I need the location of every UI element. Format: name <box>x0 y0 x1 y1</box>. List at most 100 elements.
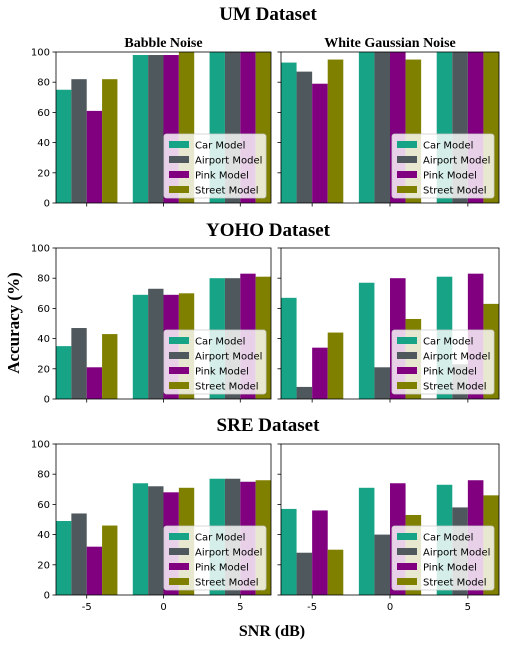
panel-title: Babble Noise <box>124 36 202 51</box>
bar-street-model <box>102 79 118 203</box>
y-tick-label: 20 <box>37 364 50 375</box>
legend-swatch <box>169 548 189 555</box>
bar-airport-model <box>296 71 313 203</box>
legend-swatch <box>169 578 189 585</box>
legend-swatch <box>169 563 189 570</box>
x-tick-label: 5 <box>237 602 243 613</box>
subplot: White Gaussian Noise Car Model Airport Mod… <box>277 36 500 207</box>
bar-airport-model <box>148 55 164 203</box>
legend-swatch <box>397 578 417 585</box>
legend-swatch <box>169 156 189 163</box>
legend-swatch <box>397 156 417 163</box>
bar-pink-model <box>312 510 328 595</box>
legend-box <box>391 133 495 199</box>
bar-car-model <box>358 52 375 203</box>
legend-swatch <box>169 367 189 374</box>
legend-label: Airport Model <box>195 548 262 559</box>
legend-label: Pink Model <box>423 367 477 378</box>
y-tick-label: 100 <box>31 440 50 451</box>
y-axis-label: Accuracy (%) <box>4 272 23 374</box>
legend-label: Airport Model <box>423 548 490 559</box>
y-tick-label: 0 <box>44 395 50 406</box>
legend-label: Pink Model <box>195 367 249 378</box>
subplot: 0 20 40 60 80 100 -5 0 5 Car Model Airport Model Pi… <box>31 440 272 613</box>
y-tick-label: 20 <box>37 560 50 571</box>
bar-airport-model <box>374 534 390 595</box>
bar-airport-model <box>71 79 87 203</box>
bar-street-model <box>327 59 344 203</box>
legend-label: Street Model <box>423 382 487 393</box>
bar-car-model <box>358 282 375 399</box>
legend-label: Pink Model <box>195 563 249 574</box>
legend-swatch <box>169 352 189 359</box>
x-tick-label: 0 <box>160 602 166 613</box>
legend-swatch <box>169 337 189 344</box>
legend-label: Airport Model <box>195 352 262 363</box>
y-tick-label: 40 <box>37 138 50 149</box>
legend-label: Airport Model <box>423 156 490 167</box>
bar-car-model <box>132 55 149 203</box>
bar-airport-model <box>148 288 164 399</box>
legend-label: Pink Model <box>423 171 477 182</box>
bar-airport-model <box>148 486 164 595</box>
x-tick-label: 5 <box>465 602 471 613</box>
bar-car-model <box>358 487 375 595</box>
legend-swatch <box>397 533 417 540</box>
legend-label: Car Model <box>195 337 245 348</box>
subplot: Car Model Airport Model Pink Model Street M… <box>277 247 500 403</box>
x-tick-label: 0 <box>387 602 393 613</box>
bar-airport-model <box>71 328 87 399</box>
legend-label: Street Model <box>195 382 259 393</box>
bar-pink-model <box>86 110 103 203</box>
legend-label: Car Model <box>195 533 245 544</box>
legend: Car Model Airport Model Pink Model Street M… <box>391 525 495 591</box>
bar-airport-model <box>374 367 390 399</box>
bar-airport-model <box>71 513 87 595</box>
legend-swatch <box>169 141 189 148</box>
legend-box <box>391 525 495 591</box>
legend-label: Street Model <box>195 578 259 589</box>
legend-box <box>391 329 495 395</box>
legend-swatch <box>397 186 417 193</box>
bar-car-model <box>56 521 72 595</box>
panels: UM Dataset YOHO Dataset SRE Dataset 0 20 40 60… <box>31 4 500 613</box>
y-tick-label: 40 <box>37 334 50 345</box>
panel-title: White Gaussian Noise <box>324 36 455 51</box>
bar-pink-model <box>312 83 328 203</box>
bar-car-model <box>281 62 297 203</box>
y-tick-label: 100 <box>31 244 50 255</box>
legend-label: Car Model <box>423 337 473 348</box>
legend-box <box>163 525 267 591</box>
bar-street-model <box>102 334 118 399</box>
bar-street-model <box>327 549 344 595</box>
legend-swatch <box>169 382 189 389</box>
legend-label: Street Model <box>423 186 487 197</box>
bar-pink-model <box>86 546 103 595</box>
legend-box <box>163 329 267 395</box>
legend: Car Model Airport Model Pink Model Street M… <box>391 329 495 395</box>
legend-label: Car Model <box>423 533 473 544</box>
y-tick-label: 0 <box>44 591 50 602</box>
bar-car-model <box>56 89 72 203</box>
legend-label: Car Model <box>423 141 473 152</box>
bar-street-model <box>102 525 118 595</box>
x-tick-label: -5 <box>307 602 317 613</box>
dataset-title: YOHO Dataset <box>206 220 331 241</box>
bar-car-model <box>132 294 149 399</box>
y-tick-label: 60 <box>37 500 50 511</box>
legend-label: Car Model <box>195 141 245 152</box>
legend-swatch <box>397 141 417 148</box>
x-tick-label: -5 <box>82 602 92 613</box>
bar-street-model <box>327 332 344 399</box>
legend-swatch <box>397 337 417 344</box>
legend-label: Airport Model <box>423 352 490 363</box>
legend-swatch <box>169 171 189 178</box>
legend-label: Pink Model <box>423 563 477 574</box>
subplot: -5 0 5 Car Model Airport Model Pink Model Stre… <box>277 443 500 613</box>
legend-label: Airport Model <box>195 156 262 167</box>
dataset-title: SRE Dataset <box>217 415 321 436</box>
y-tick-label: 80 <box>37 274 50 285</box>
legend: Car Model Airport Model Pink Model Street M… <box>163 525 267 591</box>
bar-car-model <box>56 346 72 399</box>
